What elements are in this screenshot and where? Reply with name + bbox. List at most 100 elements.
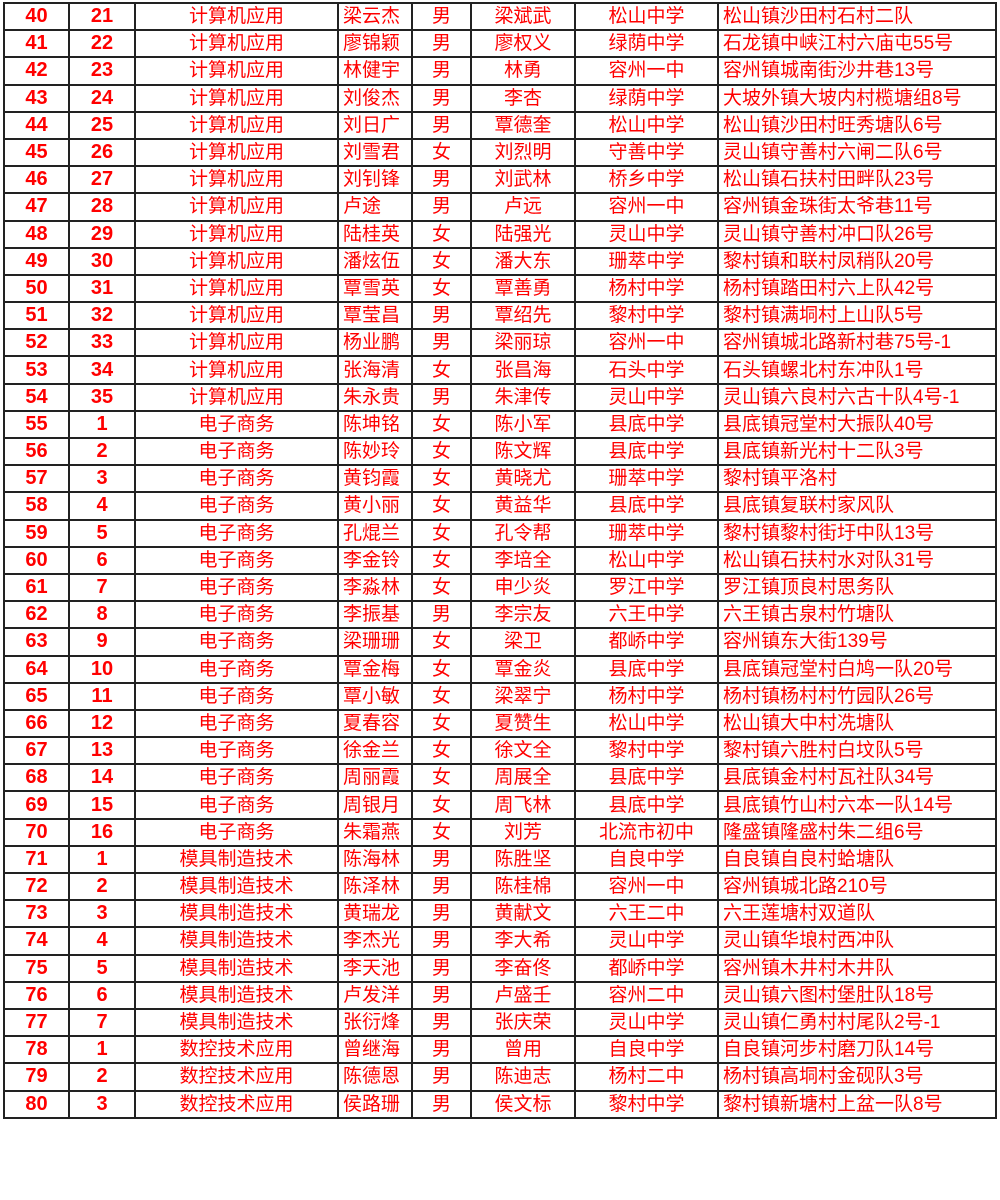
row-number-cell[interactable]: 79 [3,1062,70,1092]
row-number-cell[interactable]: 44 [3,110,70,140]
student-name-cell[interactable]: 陈德恩 [337,1062,413,1092]
guardian-name-cell[interactable]: 潘大东 [470,246,576,276]
school-cell[interactable]: 都峤中学 [574,953,719,983]
student-name-cell[interactable]: 周丽霞 [337,763,413,793]
gender-cell[interactable]: 女 [411,137,472,168]
major-cell[interactable]: 模具制造技术 [134,844,339,875]
school-cell[interactable]: 容州二中 [574,980,719,1010]
class-seq-cell[interactable]: 15 [68,790,136,820]
student-name-cell[interactable]: 李天池 [337,953,413,983]
class-seq-cell[interactable]: 26 [68,137,136,168]
row-number-cell[interactable]: 68 [3,763,70,793]
major-cell[interactable]: 电子商务 [134,436,339,467]
row-number-cell[interactable]: 49 [3,246,70,276]
address-cell[interactable]: 灵山镇六图村堡肚队18号 [717,980,997,1010]
gender-cell[interactable]: 女 [411,491,472,521]
guardian-name-cell[interactable]: 卢远 [470,192,576,222]
address-cell[interactable]: 隆盛镇隆盛村朱二组6号 [717,817,997,847]
major-cell[interactable]: 计算机应用 [134,246,339,276]
student-name-cell[interactable]: 孔焜兰 [337,518,413,548]
row-number-cell[interactable]: 58 [3,491,70,521]
gender-cell[interactable]: 男 [411,29,472,59]
guardian-name-cell[interactable]: 侯文标 [470,1089,576,1119]
gender-cell[interactable]: 女 [411,708,472,739]
school-cell[interactable]: 灵山中学 [574,382,719,412]
student-name-cell[interactable]: 刘钊锋 [337,165,413,195]
school-cell[interactable]: 罗江中学 [574,572,719,603]
major-cell[interactable]: 计算机应用 [134,273,339,304]
gender-cell[interactable]: 男 [411,1,472,32]
major-cell[interactable]: 计算机应用 [134,192,339,222]
gender-cell[interactable]: 女 [411,790,472,820]
guardian-name-cell[interactable]: 陈桂棉 [470,871,576,902]
guardian-name-cell[interactable]: 李杏 [470,83,576,113]
address-cell[interactable]: 自良镇河步村磨刀队14号 [717,1035,997,1065]
student-name-cell[interactable]: 陆桂英 [337,219,413,249]
student-name-cell[interactable]: 陈泽林 [337,871,413,902]
class-seq-cell[interactable]: 35 [68,382,136,412]
row-number-cell[interactable]: 80 [3,1089,70,1119]
guardian-name-cell[interactable]: 黄晓尤 [470,464,576,494]
student-name-cell[interactable]: 陈坤铭 [337,409,413,440]
row-number-cell[interactable]: 45 [3,137,70,168]
row-number-cell[interactable]: 56 [3,436,70,467]
row-number-cell[interactable]: 59 [3,518,70,548]
class-seq-cell[interactable]: 23 [68,56,136,86]
guardian-name-cell[interactable]: 梁卫 [470,627,576,657]
school-cell[interactable]: 松山中学 [574,545,719,575]
school-cell[interactable]: 黎村中学 [574,1089,719,1119]
major-cell[interactable]: 计算机应用 [134,83,339,113]
guardian-name-cell[interactable]: 林勇 [470,56,576,86]
class-seq-cell[interactable]: 16 [68,817,136,847]
gender-cell[interactable]: 男 [411,953,472,983]
address-cell[interactable]: 杨村镇杨村村竹园队26号 [717,681,997,711]
major-cell[interactable]: 计算机应用 [134,165,339,195]
major-cell[interactable]: 电子商务 [134,790,339,820]
guardian-name-cell[interactable]: 覃绍先 [470,301,576,331]
class-seq-cell[interactable]: 3 [68,464,136,494]
school-cell[interactable]: 北流市初中 [574,817,719,847]
address-cell[interactable]: 灵山镇守善村六闸二队6号 [717,137,997,168]
student-name-cell[interactable]: 杨业鹏 [337,328,413,358]
address-cell[interactable]: 黎村镇和联村凤稍队20号 [717,246,997,276]
school-cell[interactable]: 松山中学 [574,708,719,739]
gender-cell[interactable]: 女 [411,273,472,304]
class-seq-cell[interactable]: 14 [68,763,136,793]
student-name-cell[interactable]: 梁云杰 [337,1,413,32]
class-seq-cell[interactable]: 6 [68,545,136,575]
row-number-cell[interactable]: 71 [3,844,70,875]
row-number-cell[interactable]: 42 [3,56,70,86]
major-cell[interactable]: 模具制造技术 [134,926,339,956]
class-seq-cell[interactable]: 4 [68,491,136,521]
gender-cell[interactable]: 男 [411,1035,472,1065]
major-cell[interactable]: 电子商务 [134,817,339,847]
address-cell[interactable]: 黎村镇新塘村上盆一队8号 [717,1089,997,1119]
row-number-cell[interactable]: 46 [3,165,70,195]
student-name-cell[interactable]: 林健宇 [337,56,413,86]
row-number-cell[interactable]: 41 [3,29,70,59]
major-cell[interactable]: 计算机应用 [134,137,339,168]
major-cell[interactable]: 模具制造技术 [134,953,339,983]
gender-cell[interactable]: 女 [411,654,472,684]
address-cell[interactable]: 黎村镇满垌村上山队5号 [717,301,997,331]
major-cell[interactable]: 电子商务 [134,464,339,494]
address-cell[interactable]: 灵山镇仁勇村村尾队2号-1 [717,1007,997,1038]
student-name-cell[interactable]: 覃雪英 [337,273,413,304]
gender-cell[interactable]: 女 [411,763,472,793]
guardian-name-cell[interactable]: 徐文全 [470,736,576,766]
school-cell[interactable]: 珊萃中学 [574,518,719,548]
address-cell[interactable]: 灵山镇守善村冲口队26号 [717,219,997,249]
school-cell[interactable]: 容州一中 [574,328,719,358]
school-cell[interactable]: 容州一中 [574,56,719,86]
class-seq-cell[interactable]: 28 [68,192,136,222]
class-seq-cell[interactable]: 5 [68,953,136,983]
major-cell[interactable]: 数控技术应用 [134,1089,339,1119]
major-cell[interactable]: 计算机应用 [134,110,339,140]
student-name-cell[interactable]: 李杰光 [337,926,413,956]
address-cell[interactable]: 灵山镇华埌村西冲队 [717,926,997,956]
address-cell[interactable]: 容州镇金珠街太爷巷11号 [717,192,997,222]
row-number-cell[interactable]: 51 [3,301,70,331]
guardian-name-cell[interactable]: 李大希 [470,926,576,956]
class-seq-cell[interactable]: 34 [68,355,136,385]
address-cell[interactable]: 县底镇冠堂村大振队40号 [717,409,997,440]
